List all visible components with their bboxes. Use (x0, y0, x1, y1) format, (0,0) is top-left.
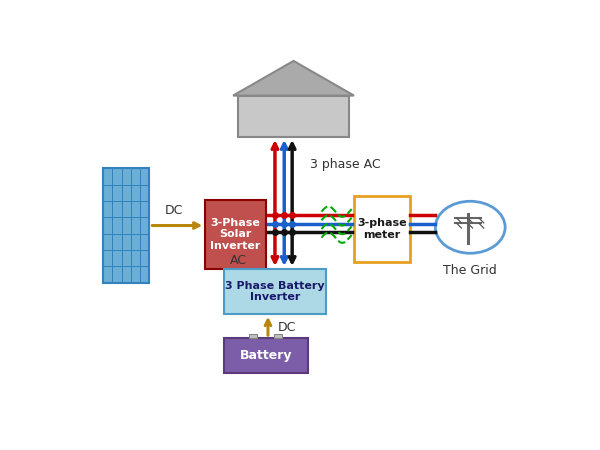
FancyBboxPatch shape (354, 196, 410, 262)
Text: 3-Phase
Solar
Inverter: 3-Phase Solar Inverter (210, 218, 260, 251)
Polygon shape (238, 95, 349, 137)
FancyBboxPatch shape (224, 269, 326, 314)
FancyBboxPatch shape (205, 199, 266, 269)
Text: 3-phase
meter: 3-phase meter (357, 218, 407, 240)
FancyBboxPatch shape (250, 334, 257, 338)
Polygon shape (233, 61, 354, 95)
Text: The Grid: The Grid (443, 264, 497, 277)
Text: 3 phase AC: 3 phase AC (310, 158, 380, 171)
Circle shape (436, 201, 505, 253)
Text: DC: DC (165, 204, 183, 217)
FancyBboxPatch shape (103, 168, 149, 283)
FancyBboxPatch shape (224, 338, 308, 373)
FancyBboxPatch shape (274, 334, 282, 338)
Text: DC: DC (277, 321, 296, 334)
Text: AC: AC (230, 254, 247, 267)
Text: Battery: Battery (239, 349, 292, 362)
Text: 3 Phase Battery
Inverter: 3 Phase Battery Inverter (225, 280, 325, 302)
